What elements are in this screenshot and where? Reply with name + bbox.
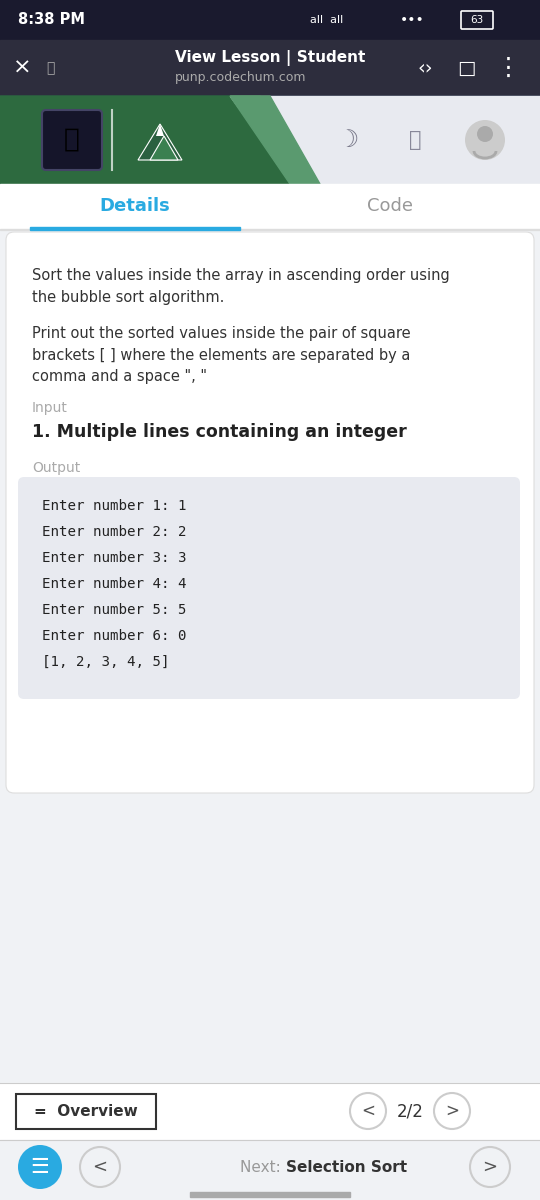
Text: ×: × [12, 58, 31, 78]
Text: >: > [483, 1158, 497, 1176]
Text: Code: Code [367, 197, 413, 215]
Text: Enter number 5: 5: Enter number 5: 5 [42, 602, 186, 617]
Text: Selection Sort: Selection Sort [286, 1159, 407, 1175]
Text: Next:: Next: [240, 1159, 286, 1175]
Text: 2/2: 2/2 [396, 1102, 423, 1120]
Text: Details: Details [99, 197, 171, 215]
Polygon shape [230, 96, 320, 184]
FancyBboxPatch shape [18, 476, 520, 698]
Text: View Lesson | Student: View Lesson | Student [175, 50, 366, 66]
Text: all  all: all all [310, 14, 343, 25]
Bar [0, 230, 540, 1200]
Bar [190, 1192, 350, 1198]
Polygon shape [150, 136, 178, 160]
Text: ☰: ☰ [31, 1157, 49, 1177]
Polygon shape [156, 124, 164, 136]
Text: Print out the sorted values inside the pair of square
brackets [ ] where the ele: Print out the sorted values inside the p… [32, 326, 410, 384]
Polygon shape [138, 124, 182, 160]
Text: Enter number 4: 4: Enter number 4: 4 [42, 577, 186, 590]
Text: ‹›: ‹› [417, 59, 433, 78]
Circle shape [465, 120, 505, 160]
Circle shape [477, 126, 493, 142]
Text: =  Overview: = Overview [34, 1104, 138, 1118]
Text: punp.codechum.com: punp.codechum.com [175, 72, 307, 84]
Text: Output: Output [32, 461, 80, 475]
Text: ⋮: ⋮ [496, 56, 521, 80]
Text: •••: ••• [400, 13, 425, 26]
Bar [0, 40, 540, 96]
Bar [30, 227, 240, 230]
Text: □: □ [457, 59, 475, 78]
FancyBboxPatch shape [42, 110, 102, 170]
Bar [0, 1082, 540, 1140]
Text: >: > [445, 1102, 459, 1120]
Text: [1, 2, 3, 4, 5]: [1, 2, 3, 4, 5] [42, 655, 170, 670]
Bar [0, 0, 540, 40]
Polygon shape [230, 96, 540, 184]
Text: ☽: ☽ [338, 128, 359, 152]
Text: 🔔: 🔔 [409, 130, 421, 150]
Text: Enter number 3: 3: Enter number 3: 3 [42, 551, 186, 565]
Text: Sort the values inside the array in ascending order using
the bubble sort algori: Sort the values inside the array in asce… [32, 268, 450, 305]
Text: <: < [361, 1102, 375, 1120]
Text: 63: 63 [470, 14, 484, 25]
Text: Enter number 6: 0: Enter number 6: 0 [42, 629, 186, 643]
Text: Enter number 2: 2: Enter number 2: 2 [42, 526, 186, 539]
Bar [0, 184, 540, 230]
Text: Enter number 1: 1: Enter number 1: 1 [42, 499, 186, 514]
Circle shape [18, 1145, 62, 1189]
Text: 🔒: 🔒 [46, 61, 54, 74]
Bar [0, 96, 540, 184]
Text: Input: Input [32, 401, 68, 415]
FancyBboxPatch shape [6, 232, 534, 793]
Polygon shape [0, 96, 310, 184]
Text: <: < [92, 1158, 107, 1176]
Text: 1. Multiple lines containing an integer: 1. Multiple lines containing an integer [32, 422, 407, 440]
Text: 8:38 PM: 8:38 PM [18, 12, 85, 28]
Text: 🤖: 🤖 [64, 127, 80, 152]
Bar [0, 1140, 540, 1195]
